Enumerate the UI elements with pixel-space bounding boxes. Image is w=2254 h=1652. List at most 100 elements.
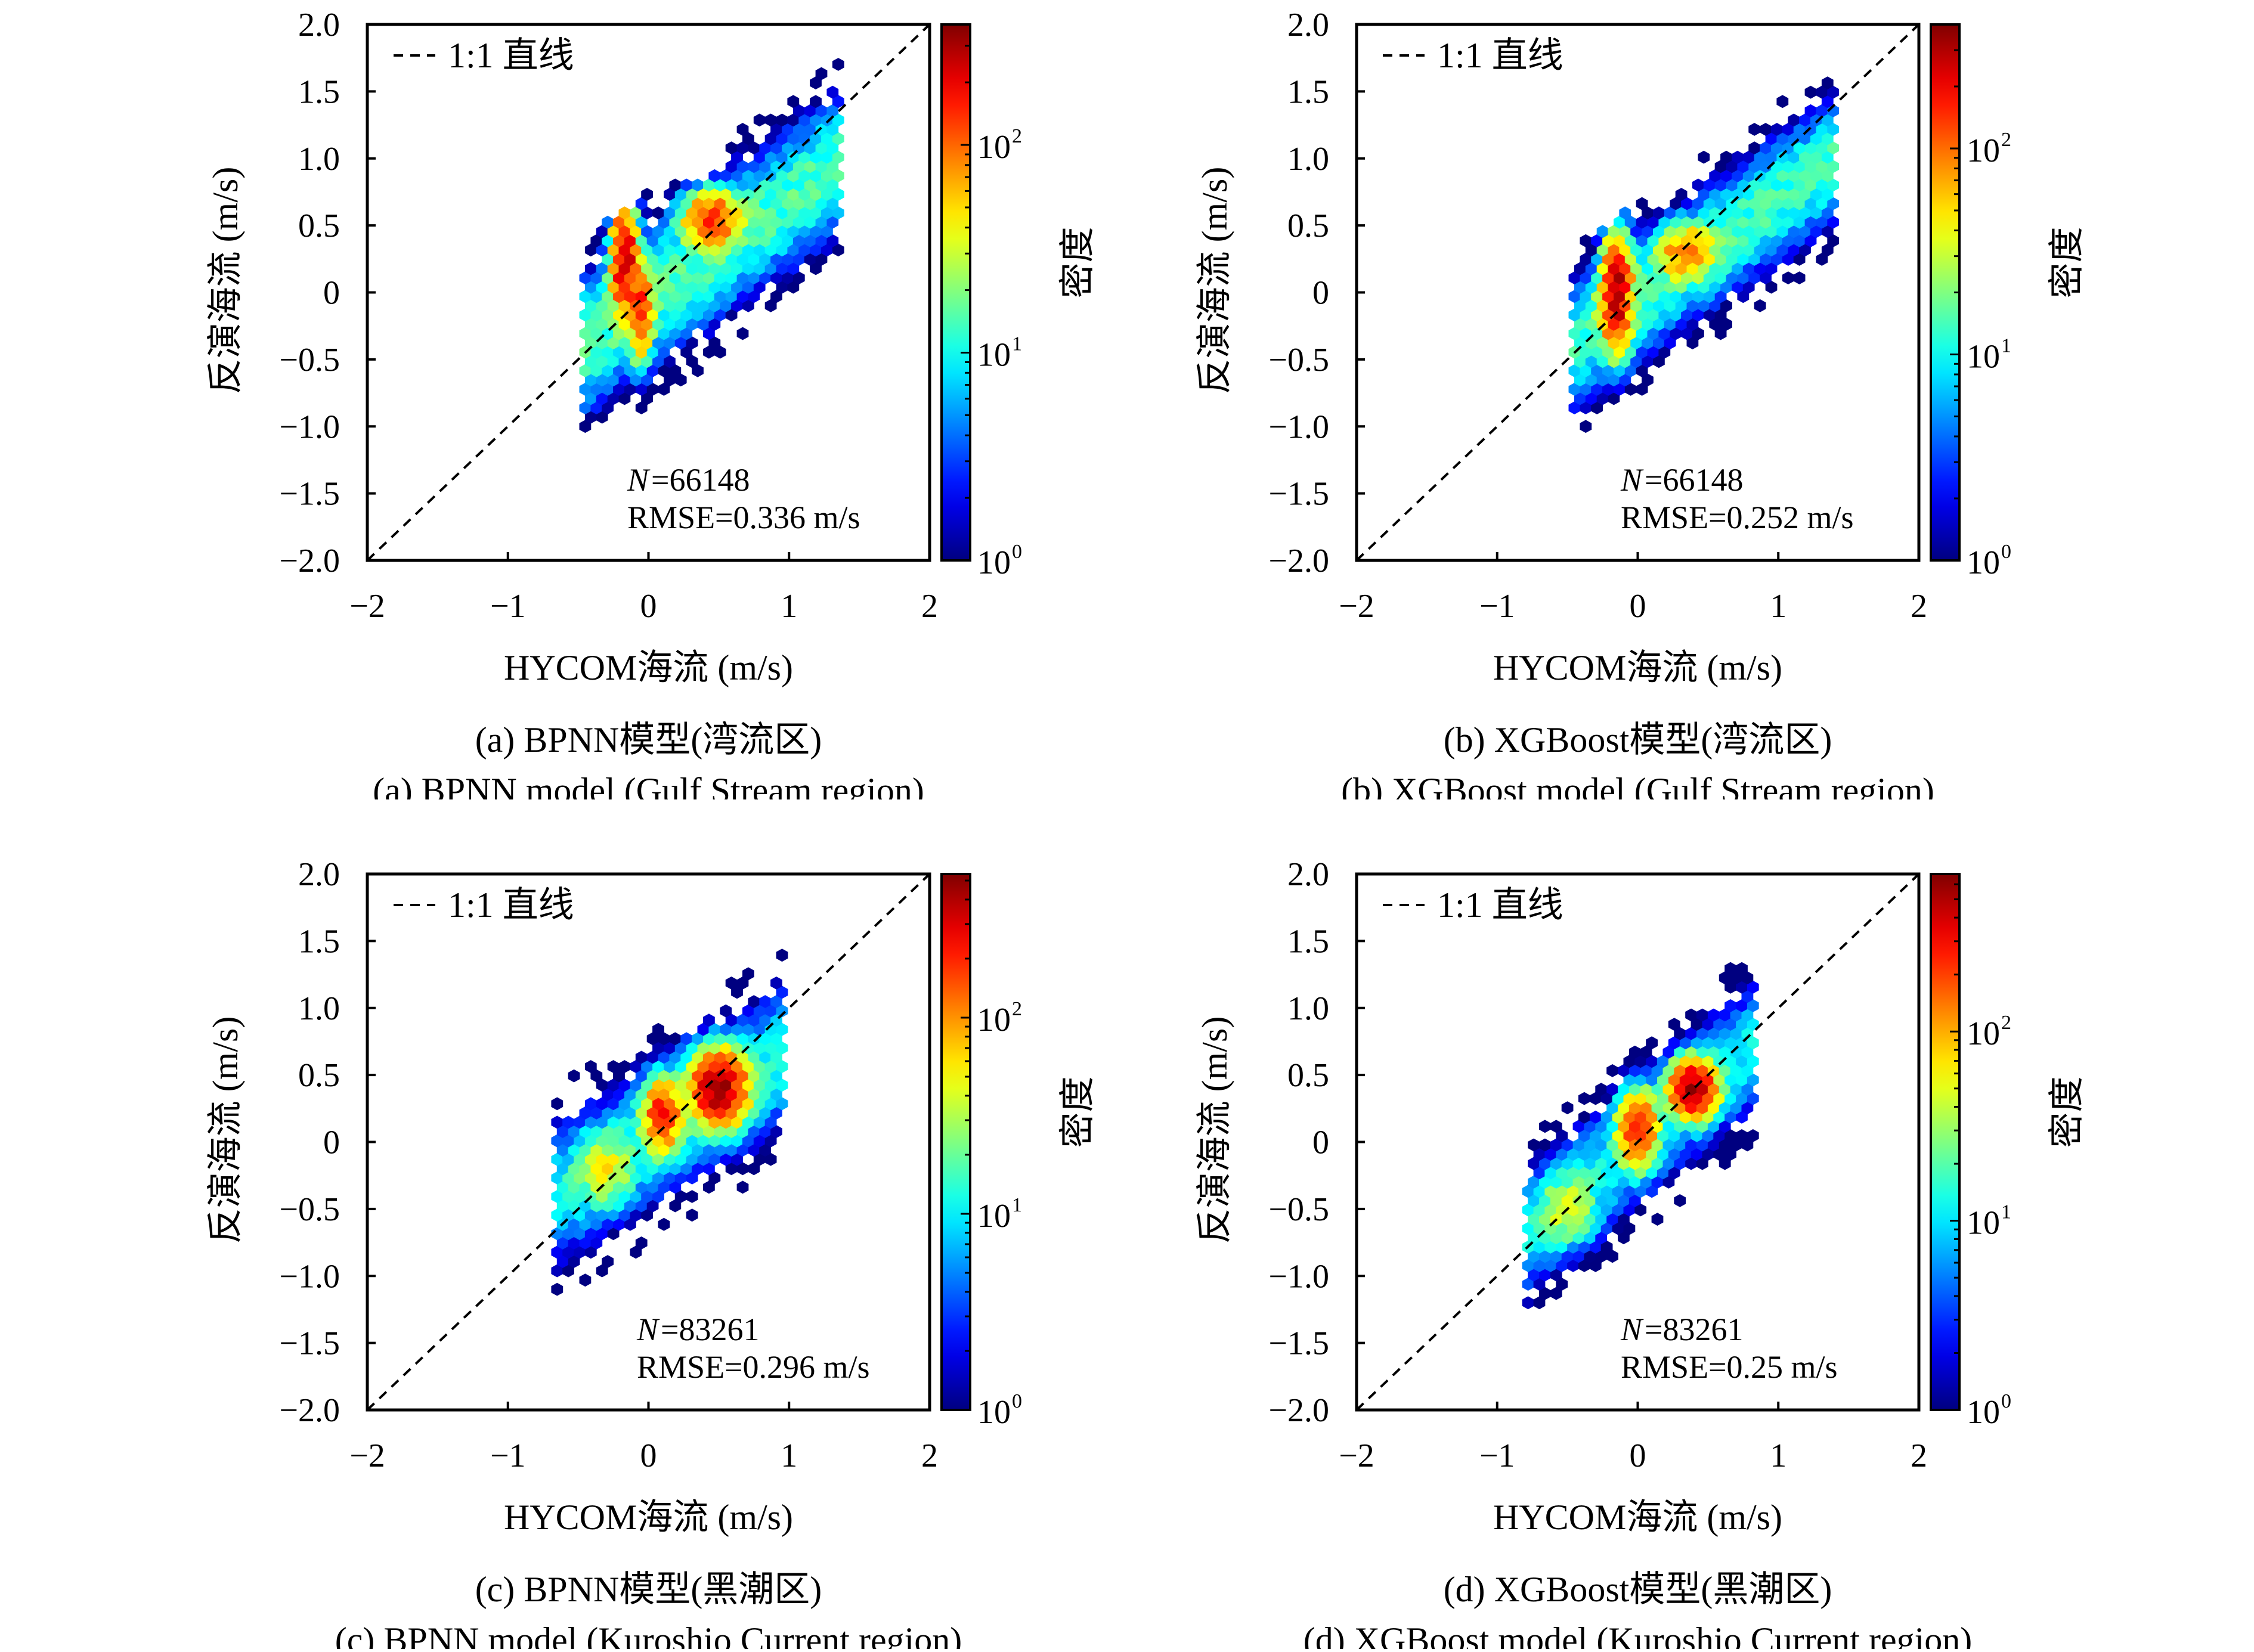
hexbin-cell <box>1589 1092 1602 1105</box>
hexbin-cell <box>697 1115 710 1129</box>
hexbin-cell <box>1600 1185 1613 1198</box>
hexbin-cell <box>1719 1120 1731 1133</box>
hexbin-cell <box>736 1050 749 1064</box>
hexbin-cell <box>1709 225 1722 238</box>
hexbin-cell <box>1578 1203 1590 1217</box>
hexbin-cell <box>1685 1045 1697 1059</box>
hexbin-cell <box>1690 1110 1703 1124</box>
hexbin-cell <box>759 1087 772 1101</box>
hexbin-cell <box>759 1143 772 1157</box>
hexbin-cell <box>1713 1055 1726 1068</box>
hexbin-cell <box>714 1143 726 1157</box>
hexbin-cell <box>1642 299 1654 312</box>
hexbin-cell <box>1578 1240 1590 1254</box>
hexbin-cell <box>1771 253 1783 266</box>
hexbin-cell <box>680 253 693 266</box>
hexbin-cell <box>641 1097 653 1111</box>
hexbin-cell <box>1724 999 1736 1012</box>
hexbin-cell <box>1748 178 1761 192</box>
hexbin-cell <box>1776 188 1789 201</box>
hexbin-cell <box>1544 1259 1557 1272</box>
hexbin-cell <box>674 206 687 219</box>
hexbin-cell <box>584 410 597 424</box>
hexbin-cell <box>810 95 822 109</box>
hexbin-cell <box>551 1097 564 1111</box>
x-tick-label: 2 <box>921 588 938 625</box>
hexbin-cell <box>1556 1148 1568 1161</box>
hexbin-cell <box>590 383 603 396</box>
hexbin-cell <box>1522 1203 1534 1217</box>
hexbin-cell <box>787 95 800 109</box>
hexbin-cell <box>1574 336 1586 349</box>
hexbin-cell <box>1572 1175 1585 1189</box>
hexbin-cell <box>1653 318 1665 331</box>
hexbin-cell <box>630 1078 642 1092</box>
y-tick-label: 0.5 <box>298 1057 340 1094</box>
hexbin-cell <box>641 1115 653 1129</box>
y-tick-label: 2.0 <box>1287 856 1329 893</box>
hexbin-cell <box>602 1199 614 1213</box>
hexbin-cell <box>1595 1194 1608 1207</box>
hexbin-cell <box>1608 336 1620 349</box>
hexbin-cell <box>1821 113 1834 127</box>
hexbin-cell <box>1674 1027 1686 1040</box>
hexbin-cell <box>602 1087 614 1101</box>
hexbin-cell <box>1724 980 1736 994</box>
hexbin-cell <box>664 355 676 368</box>
hexbin-cell <box>1567 1240 1579 1254</box>
hexbin-cell <box>664 1042 676 1055</box>
y-tick-label: −0.5 <box>1268 1191 1329 1228</box>
hexbin-cell <box>810 76 822 89</box>
hexbin-chart: −2 −1 0 1 22.01.51.00.50−0.5−1.0−1.5−2.0HYCO… <box>1195 856 2086 1652</box>
hexbin-cell <box>1782 271 1794 284</box>
hexbin-cell <box>1741 1045 1754 1059</box>
hexbin-cell <box>692 1125 704 1138</box>
hexbin-cell <box>1709 299 1722 312</box>
hexbin-cell <box>748 1050 760 1064</box>
hexbin-cell <box>613 234 625 247</box>
hexbin-cell <box>1658 290 1671 303</box>
hexbin-cell <box>658 1050 670 1064</box>
hexbin-cell <box>1724 1129 1736 1142</box>
hexbin-cell <box>646 290 659 303</box>
sample-count-symbol: N <box>627 462 651 498</box>
hexbin-cell <box>759 1032 772 1046</box>
hexbin-cell <box>1810 206 1822 219</box>
hexbin-cell <box>1703 253 1716 266</box>
hexbin-cell <box>736 1162 749 1176</box>
hexbin-cell <box>579 1162 592 1176</box>
hexbin-cell <box>674 318 687 331</box>
hexbin-cell <box>602 1217 614 1231</box>
hexbin-cell <box>787 113 800 127</box>
colorbar-tick-base: 10 <box>977 1198 1011 1235</box>
hexbin-cell <box>658 1069 670 1083</box>
hexbin-cell <box>674 1171 687 1185</box>
hexbin-cell <box>810 169 822 182</box>
hexbin-cell <box>742 1134 754 1148</box>
hexbin-cell <box>736 1013 749 1027</box>
hexbin-cell <box>1698 299 1710 312</box>
hexbin-cell <box>1550 1250 1562 1263</box>
hexbin-cell <box>1589 1185 1602 1198</box>
hexbin-cell <box>1827 197 1840 210</box>
hexbin-cell <box>1556 1278 1568 1291</box>
x-tick-label: −2 <box>349 1437 385 1474</box>
hexbin-cell <box>1782 234 1794 247</box>
hexbin-cell <box>613 1162 625 1176</box>
hexbin-cell <box>1522 1185 1534 1198</box>
hexbin-cell <box>630 1208 642 1222</box>
hexbin-cell <box>1771 123 1783 136</box>
hexbin-cell <box>1698 262 1710 275</box>
legend-label: 1:1 直线 <box>448 36 574 75</box>
hexbin-cell <box>804 253 816 266</box>
hexbin-cell <box>584 280 597 294</box>
hexbin-cell <box>556 1143 569 1157</box>
hexbin-cell <box>1816 197 1828 210</box>
hexbin-cell <box>574 1152 586 1166</box>
hexbin-cell <box>821 188 833 201</box>
hexbin-cell <box>1679 1073 1692 1087</box>
hexbin-cell <box>753 169 766 182</box>
hexbin-cell <box>664 1097 676 1111</box>
hexbin-cell <box>798 225 811 238</box>
hexbin-cell <box>602 290 614 303</box>
